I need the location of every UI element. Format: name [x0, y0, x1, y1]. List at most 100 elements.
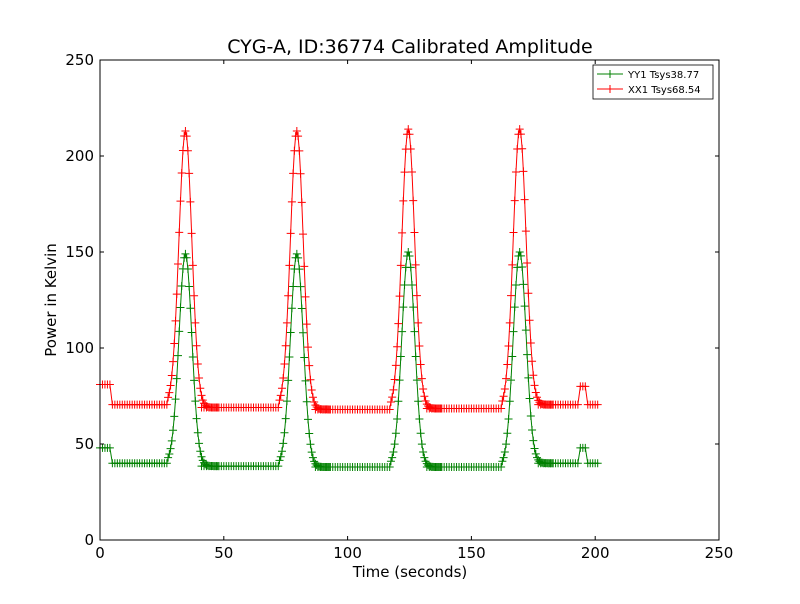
- data-point: [420, 392, 429, 401]
- data-point: [525, 316, 534, 325]
- data-point: [302, 397, 311, 406]
- data-point: [524, 373, 533, 382]
- data-point: [410, 327, 419, 336]
- data-point: [276, 391, 285, 400]
- data-point: [287, 197, 296, 206]
- data-point: [528, 425, 537, 434]
- data-point: [307, 386, 316, 395]
- data-point: [296, 282, 305, 291]
- data-point: [306, 375, 315, 384]
- data-point: [307, 448, 316, 457]
- data-point: [511, 167, 520, 176]
- y-tick-label: 250: [65, 51, 94, 69]
- data-point: [417, 374, 426, 383]
- data-point: [516, 130, 525, 139]
- data-point: [277, 384, 286, 393]
- data-point: [170, 412, 179, 421]
- data-point: [177, 168, 186, 177]
- data-point: [274, 462, 283, 471]
- y-tick-label: 150: [65, 243, 94, 261]
- data-point: [166, 381, 175, 390]
- data-point: [511, 280, 520, 289]
- data-point: [524, 289, 533, 298]
- data-point: [509, 228, 518, 237]
- data-point: [162, 459, 171, 468]
- data-point: [406, 145, 415, 154]
- data-point: [193, 360, 202, 369]
- data-point: [177, 282, 186, 291]
- data-point: [415, 414, 424, 423]
- data-point: [419, 448, 428, 457]
- data-point: [181, 249, 190, 258]
- data-point: [308, 393, 317, 402]
- data-point: [164, 453, 173, 462]
- data-point: [289, 282, 298, 291]
- legend-box: [592, 64, 714, 100]
- data-point: [297, 198, 306, 207]
- data-point: [197, 452, 206, 461]
- data-point: [394, 319, 403, 328]
- x-tick-label: 150: [457, 544, 486, 562]
- chart-title: CYG-A, ID:36774 Calibrated Amplitude: [227, 36, 592, 58]
- data-point: [300, 353, 309, 362]
- data-point: [186, 304, 195, 313]
- data-point: [299, 230, 308, 239]
- data-point: [294, 132, 303, 141]
- data-point: [279, 374, 288, 383]
- plot-area: [96, 125, 602, 472]
- data-point: [281, 341, 290, 350]
- data-point: [296, 169, 305, 178]
- data-point: [167, 371, 176, 380]
- data-point: [507, 376, 516, 385]
- data-point: [520, 302, 529, 311]
- data-point: [183, 265, 192, 274]
- data-point: [182, 253, 191, 262]
- data-point: [197, 391, 206, 400]
- data-point: [414, 397, 423, 406]
- data-point: [306, 440, 315, 449]
- data-point: [305, 361, 314, 370]
- x-tick-label: 0: [95, 544, 105, 562]
- data-point: [190, 376, 199, 385]
- legend-marker: [606, 85, 614, 93]
- data-point: [280, 428, 289, 437]
- data-point: [508, 260, 517, 269]
- data-point: [282, 397, 291, 406]
- data-point: [301, 292, 310, 301]
- data-point: [275, 396, 284, 405]
- data-point: [417, 440, 426, 449]
- data-point: [391, 429, 400, 438]
- data-point: [518, 263, 527, 272]
- data-point: [406, 263, 415, 272]
- data-point: [191, 397, 200, 406]
- data-point: [395, 292, 404, 301]
- data-point: [175, 228, 184, 237]
- data-point: [176, 197, 185, 206]
- data-point: [172, 374, 181, 383]
- data-point: [286, 229, 295, 238]
- data-point: [404, 248, 413, 256]
- data-point: [295, 146, 304, 155]
- data-point: [412, 291, 421, 300]
- data-point: [385, 463, 394, 472]
- data-point: [530, 444, 539, 453]
- data-point: [284, 376, 293, 385]
- x-tick-label: 200: [581, 544, 610, 562]
- legend: YY1 Tsys38.77 XX1 Tsys68.54: [592, 64, 714, 100]
- data-point: [391, 361, 400, 370]
- data-point: [282, 318, 291, 327]
- data-point: [165, 388, 174, 397]
- data-point: [581, 382, 590, 391]
- data-point: [295, 265, 304, 274]
- data-point: [176, 303, 185, 312]
- data-point: [523, 350, 532, 359]
- data-point: [400, 280, 409, 289]
- data-point: [416, 429, 425, 438]
- y-tick-label: 50: [75, 435, 94, 453]
- data-point: [525, 394, 534, 403]
- data-point: [499, 453, 508, 462]
- data-point: [393, 414, 402, 423]
- legend-label: YY1 Tsys38.77: [627, 70, 699, 81]
- series-markers: [96, 125, 602, 414]
